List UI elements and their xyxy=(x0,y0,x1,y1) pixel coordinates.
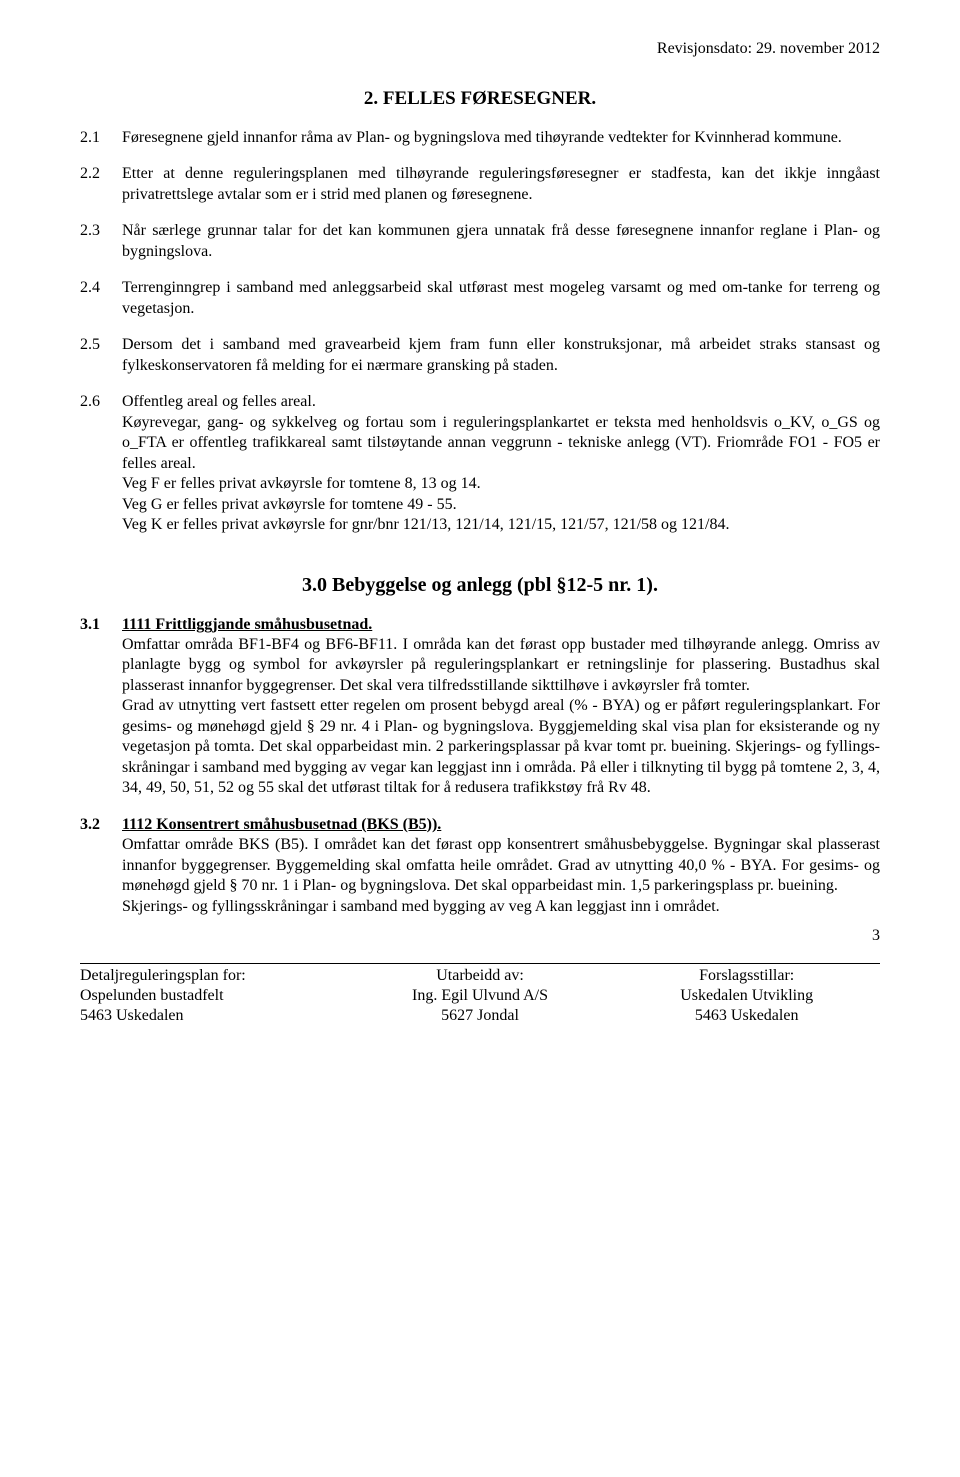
item-body: Føresegnene gjeld innanfor råma av Plan-… xyxy=(122,128,880,148)
revision-date: Revisjonsdato: 29. november 2012 xyxy=(80,40,880,58)
footer-left-1: Detaljreguleringsplan for: xyxy=(80,966,347,986)
section-3-title: 3.0 Bebyggelse og anlegg (pbl §12-5 nr. … xyxy=(80,574,880,597)
item-heading: 1111 Frittliggjande småhusbusetnad. xyxy=(122,616,372,633)
item-number: 3.1 xyxy=(80,615,122,635)
footer-mid-3: 5627 Jondal xyxy=(347,1006,614,1026)
footer-left-2: Ospelunden bustadfelt xyxy=(80,986,347,1006)
item-heading: 1112 Konsentrert småhusbusetnad (BKS (B5… xyxy=(122,816,441,833)
item-number: 3.2 xyxy=(80,815,122,835)
item-number: 2.4 xyxy=(80,278,122,298)
item-body: Etter at denne reguleringsplanen med til… xyxy=(122,164,880,205)
item-number: 2.2 xyxy=(80,164,122,184)
item-number: 2.1 xyxy=(80,128,122,148)
item-2-1: 2.1 Føresegnene gjeld innanfor råma av P… xyxy=(80,128,880,148)
item-3-1: 3.1 1111 Frittliggjande småhusbusetnad. … xyxy=(80,615,880,799)
item-2-2: 2.2 Etter at denne reguleringsplanen med… xyxy=(80,164,880,205)
footer-mid-1: Utarbeidd av: xyxy=(347,966,614,986)
footer-mid: Utarbeidd av: Ing. Egil Ulvund A/S 5627 … xyxy=(347,966,614,1026)
item-2-6: 2.6 Offentleg areal og felles areal. Køy… xyxy=(80,392,880,535)
item-heading-bold: 1112 Konsentrert småhusbusetnad (BKS (B5… xyxy=(122,816,441,833)
item-number-bold: 3.2 xyxy=(80,816,100,833)
item-body: 1111 Frittliggjande småhusbusetnad. Omfa… xyxy=(122,615,880,799)
item-text: Omfattar område BKS (B5). I området kan … xyxy=(122,836,880,914)
footer-divider xyxy=(80,963,880,964)
item-2-3: 2.3 Når særlege grunnar talar for det ka… xyxy=(80,221,880,262)
document-page: Revisjonsdato: 29. november 2012 2. FELL… xyxy=(0,0,960,1056)
footer-right-1: Forslagsstillar: xyxy=(613,966,880,986)
item-number: 2.6 xyxy=(80,392,122,412)
item-2-4: 2.4 Terrenginngrep i samband med anleggs… xyxy=(80,278,880,319)
item-heading: Offentleg areal og felles areal. xyxy=(122,393,316,410)
item-2-5: 2.5 Dersom det i samband med gravearbeid… xyxy=(80,335,880,376)
item-heading-bold: 1111 Frittliggjande småhusbusetnad. xyxy=(122,616,372,633)
footer: Detaljreguleringsplan for: Ospelunden bu… xyxy=(80,966,880,1026)
item-number: 2.3 xyxy=(80,221,122,241)
footer-right-3: 5463 Uskedalen xyxy=(613,1006,880,1026)
footer-left: Detaljreguleringsplan for: Ospelunden bu… xyxy=(80,966,347,1026)
footer-right: Forslagsstillar: Uskedalen Utvikling 546… xyxy=(613,966,880,1026)
item-body: Når særlege grunnar talar for det kan ko… xyxy=(122,221,880,262)
footer-left-3: 5463 Uskedalen xyxy=(80,1006,347,1026)
item-body: Offentleg areal og felles areal. Køyreve… xyxy=(122,392,880,535)
item-number: 2.5 xyxy=(80,335,122,355)
item-body: Terrenginngrep i samband med anleggsarbe… xyxy=(122,278,880,319)
item-3-2: 3.2 1112 Konsentrert småhusbusetnad (BKS… xyxy=(80,815,880,917)
page-number: 3 xyxy=(80,927,880,945)
item-text: Køyrevegar, gang- og sykkelveg og fortau… xyxy=(122,414,880,533)
item-body: Dersom det i samband med gravearbeid kje… xyxy=(122,335,880,376)
item-text: Omfattar områda BF1-BF4 og BF6-BF11. I o… xyxy=(122,636,880,796)
item-body: 1112 Konsentrert småhusbusetnad (BKS (B5… xyxy=(122,815,880,917)
section-2-title: 2. FELLES FØRESEGNER. xyxy=(80,88,880,110)
item-number-bold: 3.1 xyxy=(80,616,100,633)
footer-mid-2: Ing. Egil Ulvund A/S xyxy=(347,986,614,1006)
footer-right-2: Uskedalen Utvikling xyxy=(613,986,880,1006)
